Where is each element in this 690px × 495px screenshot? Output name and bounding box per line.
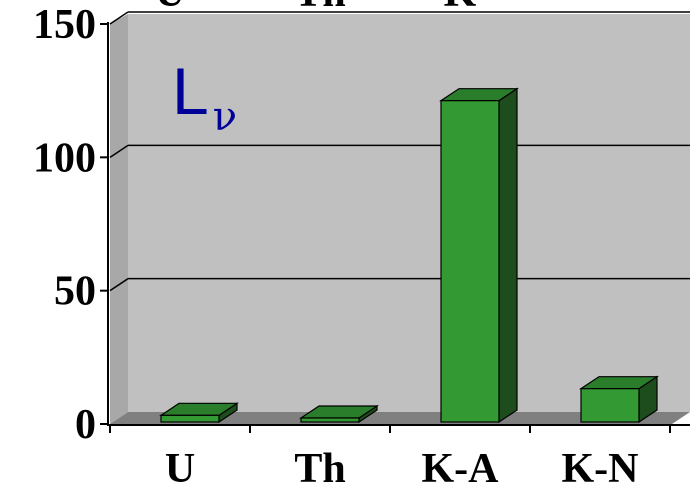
category-label-k-a: K-A: [422, 446, 500, 492]
gridline-side: [109, 144, 129, 158]
clipped-label-k: K: [444, 0, 477, 16]
category-labels: U Th K-A K-N: [165, 446, 639, 492]
bar-th: [299, 404, 379, 424]
bar-side: [498, 87, 518, 424]
bar-front: [300, 417, 360, 423]
clipped-top-labels: U Th K: [155, 0, 477, 16]
lv-annotation-sub: ν: [213, 94, 237, 140]
y-tick-label: 50: [54, 269, 96, 315]
bar-k-a: [439, 87, 519, 424]
bar-front: [580, 388, 640, 423]
bars: [159, 87, 659, 424]
bar-u: [159, 402, 239, 424]
y-tick-label: 100: [33, 135, 96, 181]
y-tick-label: 150: [33, 2, 96, 48]
plot-side-wall: [110, 14, 128, 424]
lv-annotation-main: L: [172, 54, 209, 128]
bar-front: [160, 414, 220, 423]
gridline-side: [109, 11, 129, 25]
y-axis-ticks: 0 50 100 150: [33, 2, 108, 448]
bar-k-n: [579, 375, 659, 424]
lv-annotation: L ν: [172, 54, 237, 140]
gridlines: [109, 11, 690, 292]
x-axis-ticks: [109, 425, 671, 433]
category-label-th: Th: [294, 446, 345, 492]
y-tick-label: 0: [75, 402, 96, 448]
plot-floor: [110, 412, 690, 424]
clipped-label-u: U: [155, 0, 185, 16]
category-label-u: U: [165, 446, 195, 492]
bar-front: [440, 100, 500, 423]
clipped-label-th: Th: [294, 0, 345, 16]
plot-back-wall: [128, 14, 690, 412]
category-label-k-n: K-N: [562, 446, 639, 492]
gridline-side: [109, 278, 129, 292]
